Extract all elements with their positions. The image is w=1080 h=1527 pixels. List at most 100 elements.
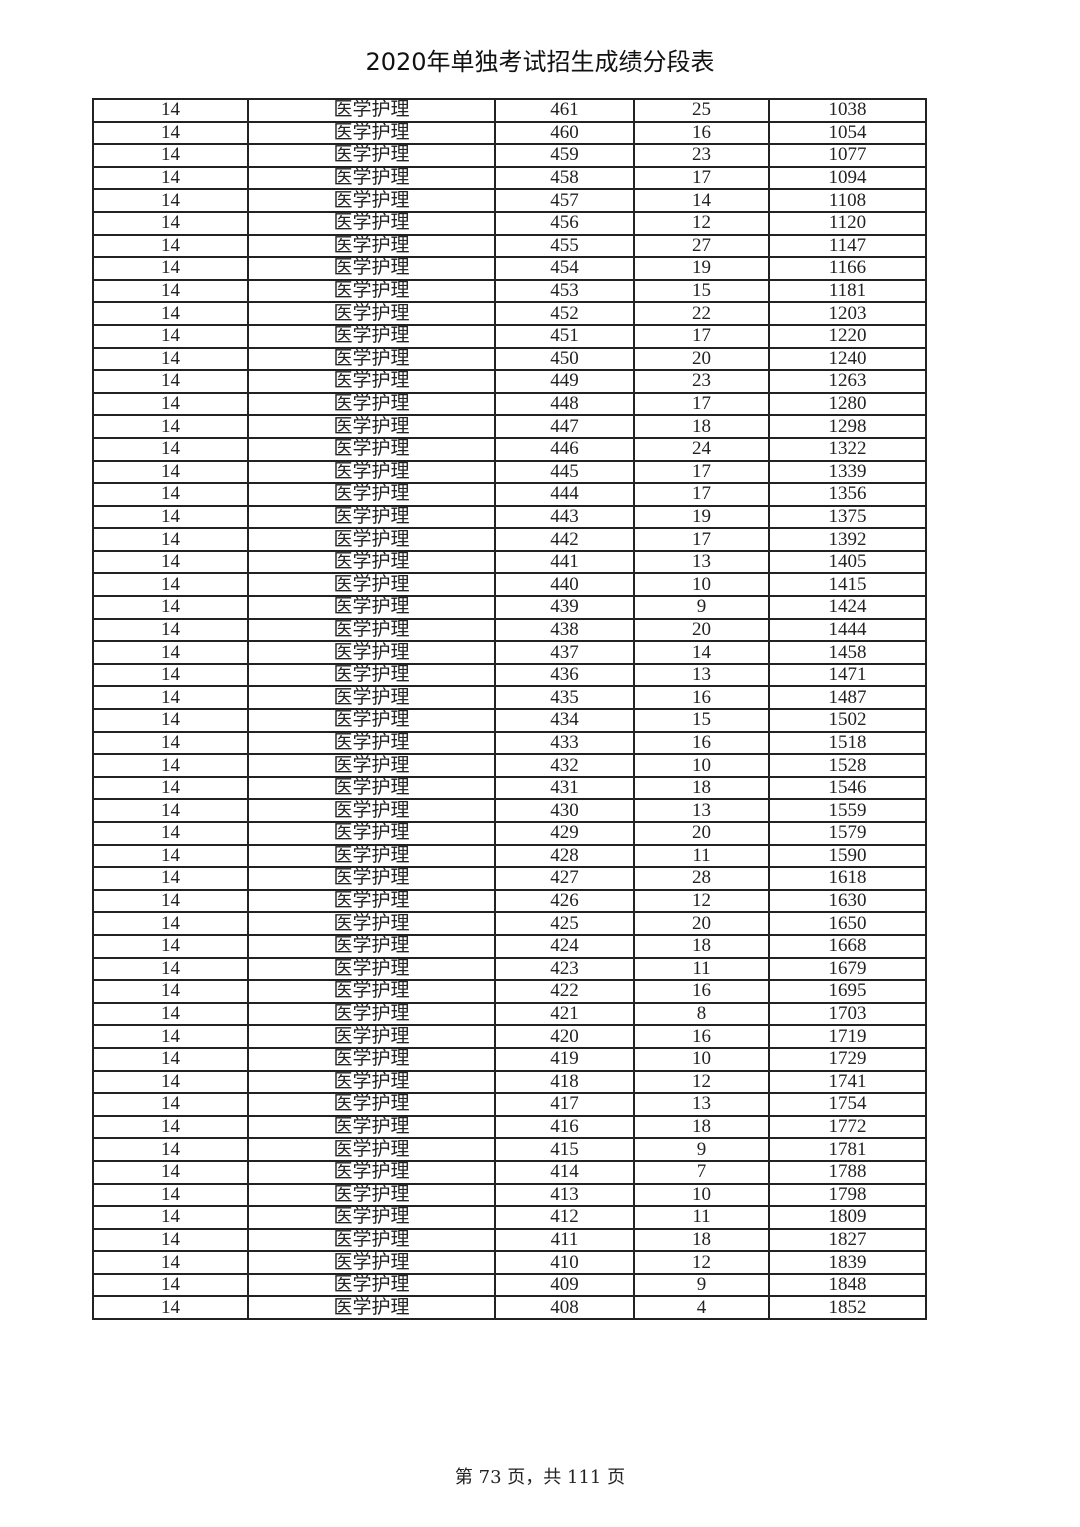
cumulative-cell: 1458 (768, 640, 927, 665)
major-cell: 医学护理 (247, 414, 496, 439)
table-row: 14 医学护理 439 9 1424 (92, 595, 927, 620)
major-cell: 医学护理 (247, 504, 496, 530)
category-code-cell: 14 (92, 1182, 249, 1208)
major-cell: 医学护理 (247, 301, 496, 326)
score-cell: 459 (494, 143, 635, 168)
count-cell: 18 (633, 414, 770, 439)
cumulative-cell: 1094 (768, 165, 927, 191)
table-row: 14 医学护理 432 10 1528 (92, 753, 927, 778)
cumulative-cell: 1487 (768, 685, 927, 711)
cumulative-cell: 1827 (768, 1227, 927, 1253)
table-row: 14 医学护理 444 17 1356 (92, 482, 927, 507)
table-row: 14 医学护理 420 16 1719 (92, 1024, 927, 1049)
count-cell: 4 (633, 1295, 770, 1321)
table-row: 14 医学护理 454 19 1166 (92, 256, 927, 281)
table-row: 14 医学护理 456 12 1120 (92, 210, 927, 236)
count-cell: 23 (633, 369, 770, 394)
count-cell: 18 (633, 1114, 770, 1140)
table-row: 14 医学护理 410 12 1839 (92, 1250, 927, 1275)
category-code-cell: 14 (92, 753, 249, 778)
table-row: 14 医学护理 446 24 1322 (92, 436, 927, 462)
count-cell: 13 (633, 1092, 770, 1117)
table-row: 14 医学护理 461 25 1038 (92, 98, 927, 123)
major-cell: 医学护理 (247, 120, 496, 146)
category-code-cell: 14 (92, 98, 249, 123)
cumulative-cell: 1240 (768, 346, 927, 372)
category-code-cell: 14 (92, 527, 249, 552)
count-cell: 20 (633, 911, 770, 936)
major-cell: 医学护理 (247, 821, 496, 846)
major-cell: 医学护理 (247, 595, 496, 620)
score-cell: 425 (494, 911, 635, 936)
category-code-cell: 14 (92, 459, 249, 485)
score-cell: 412 (494, 1205, 635, 1230)
major-cell: 医学护理 (247, 640, 496, 665)
count-cell: 14 (633, 640, 770, 665)
cumulative-cell: 1546 (768, 775, 927, 801)
category-code-cell: 14 (92, 595, 249, 620)
score-cell: 451 (494, 323, 635, 349)
category-code-cell: 14 (92, 1001, 249, 1027)
score-cell: 441 (494, 549, 635, 575)
cumulative-cell: 1809 (768, 1205, 927, 1230)
count-cell: 16 (633, 685, 770, 711)
category-code-cell: 14 (92, 1205, 249, 1230)
major-cell: 医学护理 (247, 1137, 496, 1162)
score-cell: 434 (494, 708, 635, 733)
category-code-cell: 14 (92, 572, 249, 598)
table-row: 14 医学护理 413 10 1798 (92, 1182, 927, 1208)
cumulative-cell: 1719 (768, 1024, 927, 1049)
major-cell: 医学护理 (247, 911, 496, 936)
count-cell: 9 (633, 1137, 770, 1162)
major-cell: 医学护理 (247, 143, 496, 168)
cumulative-cell: 1590 (768, 843, 927, 869)
table-row: 14 医学护理 415 9 1781 (92, 1137, 927, 1162)
count-cell: 14 (633, 188, 770, 213)
cumulative-cell: 1375 (768, 504, 927, 530)
category-code-cell: 14 (92, 798, 249, 823)
count-cell: 11 (633, 956, 770, 982)
score-cell: 443 (494, 504, 635, 530)
count-cell: 23 (633, 143, 770, 168)
score-cell: 461 (494, 98, 635, 123)
count-cell: 19 (633, 504, 770, 530)
table-row: 14 医学护理 426 12 1630 (92, 888, 927, 914)
major-cell: 医学护理 (247, 753, 496, 778)
count-cell: 8 (633, 1001, 770, 1027)
major-cell: 医学护理 (247, 369, 496, 394)
cumulative-cell: 1695 (768, 979, 927, 1004)
score-cell: 432 (494, 753, 635, 778)
score-cell: 456 (494, 210, 635, 236)
category-code-cell: 14 (92, 888, 249, 914)
category-code-cell: 14 (92, 843, 249, 869)
count-cell: 18 (633, 933, 770, 959)
score-cell: 449 (494, 369, 635, 394)
table-row: 14 医学护理 437 14 1458 (92, 640, 927, 665)
table-row: 14 医学护理 424 18 1668 (92, 933, 927, 959)
cumulative-cell: 1579 (768, 821, 927, 846)
table-row: 14 医学护理 438 20 1444 (92, 617, 927, 643)
cumulative-cell: 1322 (768, 436, 927, 462)
cumulative-cell: 1741 (768, 1069, 927, 1095)
cumulative-cell: 1203 (768, 301, 927, 326)
table-row: 14 医学护理 459 23 1077 (92, 143, 927, 168)
cumulative-cell: 1781 (768, 1137, 927, 1162)
table-row: 14 医学护理 460 16 1054 (92, 120, 927, 146)
table-row: 14 医学护理 440 10 1415 (92, 572, 927, 598)
count-cell: 10 (633, 1182, 770, 1208)
category-code-cell: 14 (92, 821, 249, 846)
table-row: 14 医学护理 414 7 1788 (92, 1159, 927, 1185)
count-cell: 17 (633, 323, 770, 349)
major-cell: 医学护理 (247, 956, 496, 982)
count-cell: 15 (633, 278, 770, 304)
count-cell: 12 (633, 210, 770, 236)
count-cell: 9 (633, 595, 770, 620)
score-cell: 458 (494, 165, 635, 191)
table-row: 14 医学护理 457 14 1108 (92, 188, 927, 213)
major-cell: 医学护理 (247, 866, 496, 891)
count-cell: 17 (633, 482, 770, 507)
category-code-cell: 14 (92, 414, 249, 439)
category-code-cell: 14 (92, 730, 249, 756)
score-cell: 452 (494, 301, 635, 326)
score-cell: 429 (494, 821, 635, 846)
